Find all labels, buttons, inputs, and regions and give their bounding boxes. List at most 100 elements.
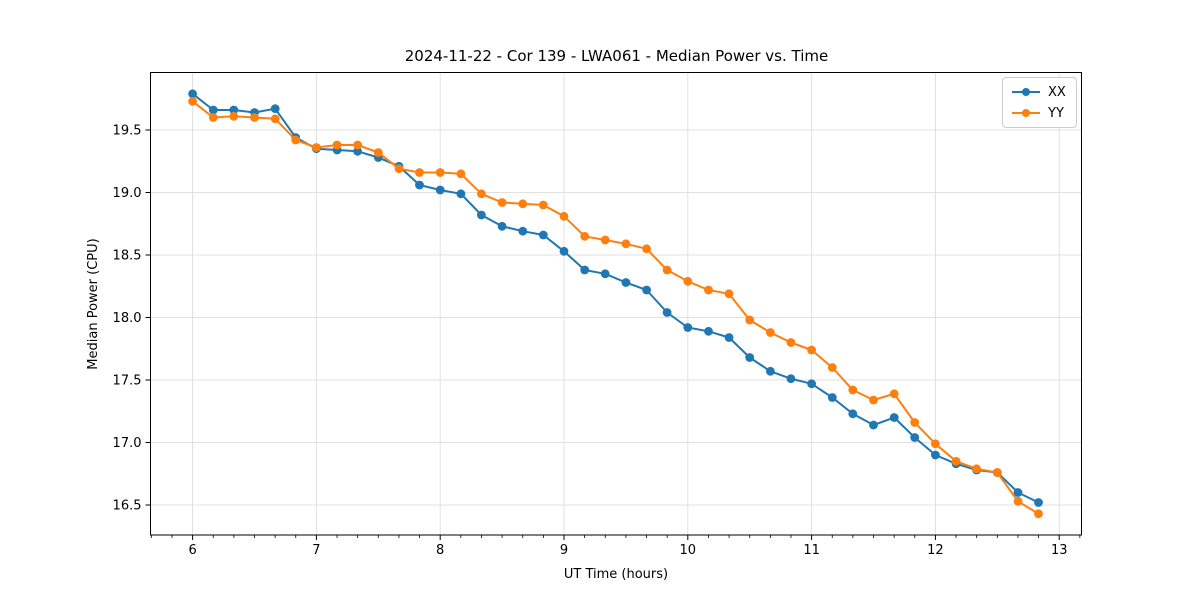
data-point-xx	[208, 105, 218, 115]
legend-marker-icon	[1012, 87, 1040, 97]
x-tick-label: 10	[680, 543, 697, 558]
data-point-yy	[951, 456, 961, 466]
legend-item-xx: XX	[1012, 83, 1066, 101]
data-point-xx	[827, 393, 837, 402]
data-point-xx	[745, 353, 755, 362]
data-point-xx	[497, 221, 507, 231]
data-point-xx	[766, 366, 775, 376]
x-tick-label: 8	[436, 543, 444, 558]
x-tick-label: 7	[312, 543, 320, 558]
data-point-xx	[229, 105, 239, 115]
data-point-yy	[415, 168, 424, 177]
plot-border	[150, 72, 1082, 536]
y-tick-label: 17.5	[113, 374, 142, 389]
y-axis-label: Median Power (CPU)	[86, 238, 101, 369]
data-point-xx	[642, 285, 651, 295]
grid-layer	[150, 72, 1082, 535]
data-point-xx	[518, 226, 528, 236]
data-point-xx	[538, 230, 548, 240]
legend-item-yy: YY	[1012, 104, 1066, 122]
data-point-yy	[270, 114, 280, 124]
data-point-xx	[1013, 488, 1023, 497]
data-point-yy	[435, 168, 445, 177]
data-point-yy	[827, 363, 837, 372]
legend-label: XX	[1048, 84, 1066, 100]
data-point-xx	[580, 265, 590, 275]
x-tick-label: 13	[1051, 543, 1068, 558]
data-point-yy	[353, 140, 362, 150]
data-point-xx	[786, 374, 796, 384]
data-point-xx	[848, 409, 858, 419]
legend-marker-icon	[1012, 108, 1040, 118]
y-tick-label: 18.5	[113, 249, 142, 264]
data-point-xx	[662, 308, 672, 317]
data-point-yy	[931, 439, 940, 449]
data-point-xx	[683, 323, 693, 332]
data-point-xx	[807, 379, 816, 389]
data-point-yy	[332, 140, 342, 150]
data-point-yy	[394, 164, 404, 174]
y-tick-label: 17.0	[113, 436, 142, 451]
data-point-xx	[910, 433, 920, 442]
data-point-xx	[456, 189, 466, 199]
data-point-xx	[353, 146, 362, 156]
data-point-yy	[683, 276, 693, 286]
x-tick-label: 12	[927, 543, 944, 558]
data-point-yy	[704, 285, 713, 295]
x-axis-label: UT Time (hours)	[564, 567, 668, 582]
data-point-xx	[559, 246, 569, 256]
data-point-yy	[250, 113, 259, 122]
data-point-xx	[188, 89, 198, 99]
data-point-yy	[188, 96, 198, 106]
data-point-yy	[312, 143, 321, 152]
data-point-yy	[477, 189, 486, 199]
data-point-xx	[435, 185, 445, 195]
data-point-xx	[931, 450, 940, 460]
series-layer	[188, 89, 1043, 519]
legend: XX YY	[1002, 77, 1077, 128]
data-point-yy	[1034, 509, 1043, 519]
data-point-xx	[724, 333, 734, 342]
x-tick-label: 11	[803, 543, 820, 558]
data-point-yy	[621, 239, 631, 249]
data-point-xx	[889, 413, 899, 422]
tick-layer: 6 7 8 9 10 11 12 13 16.5 17.0 17.5 18.0 18.5 19.0 19.5	[113, 124, 1081, 558]
data-point-yy	[538, 200, 548, 210]
data-point-xx	[869, 420, 878, 430]
y-tick-label: 16.5	[113, 499, 142, 514]
data-point-xx	[621, 278, 631, 287]
data-point-yy	[373, 148, 383, 157]
data-point-yy	[600, 235, 610, 245]
data-point-xx	[477, 210, 486, 220]
data-point-yy	[766, 328, 775, 337]
data-point-xx	[270, 104, 280, 114]
data-point-yy	[497, 198, 507, 207]
data-point-yy	[291, 135, 301, 145]
data-point-yy	[724, 289, 734, 299]
x-tick-label: 9	[560, 543, 568, 558]
series-line-yy	[191, 100, 1040, 515]
series-line-xx	[191, 93, 1039, 504]
y-tick-label: 19.5	[113, 124, 142, 139]
y-tick-label: 18.0	[113, 311, 142, 326]
data-point-xx	[704, 326, 713, 336]
data-point-yy	[869, 395, 878, 405]
x-tick-label: 6	[188, 543, 196, 558]
data-point-yy	[1013, 496, 1023, 506]
data-point-yy	[662, 265, 672, 275]
data-point-yy	[642, 244, 651, 254]
y-tick-label: 19.0	[113, 186, 142, 201]
data-point-yy	[848, 385, 858, 395]
data-point-yy	[229, 111, 239, 121]
data-point-yy	[786, 338, 796, 347]
data-point-yy	[580, 231, 590, 241]
data-point-yy	[745, 315, 755, 325]
data-point-yy	[992, 468, 1002, 477]
chart-title: 2024-11-22 - Cor 139 - LWA061 - Median P…	[404, 47, 829, 65]
data-point-yy	[889, 389, 899, 399]
data-point-yy	[518, 199, 528, 209]
data-point-yy	[910, 418, 920, 427]
data-point-xx	[1034, 498, 1043, 507]
